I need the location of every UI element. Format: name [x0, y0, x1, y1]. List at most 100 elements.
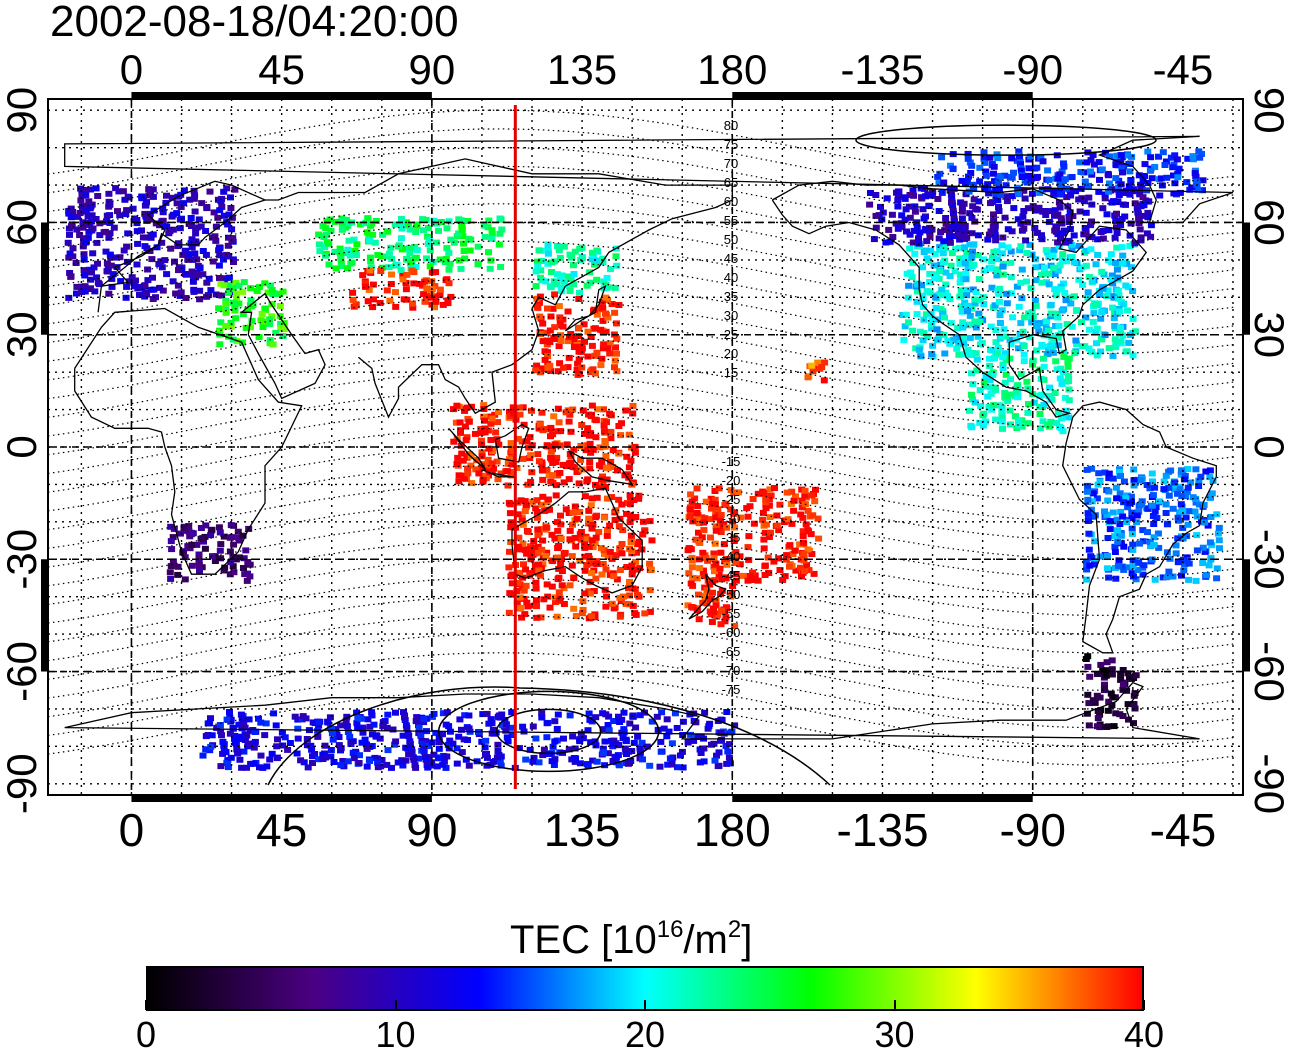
tec-cell	[217, 541, 225, 548]
tec-cell	[574, 360, 582, 367]
tec-cell	[821, 359, 829, 366]
tec-cell	[689, 574, 697, 581]
tec-cell	[761, 572, 769, 578]
tec-cell	[592, 714, 600, 721]
tec-cell	[1105, 698, 1113, 705]
tec-cell	[935, 235, 943, 242]
tec-cell	[508, 461, 516, 468]
tec-cell	[1113, 244, 1121, 251]
tec-cell	[966, 241, 974, 248]
tec-cell	[519, 574, 527, 581]
coastlines	[64, 135, 1234, 740]
tec-cell	[1099, 235, 1107, 242]
tec-cell	[630, 514, 638, 521]
tec-cell	[532, 268, 540, 275]
tec-cell	[657, 748, 665, 755]
tec-cell	[615, 761, 623, 768]
tec-cell	[1103, 724, 1111, 730]
tec-cell	[600, 406, 607, 413]
tec-cell	[1112, 259, 1120, 266]
tec-cell	[316, 248, 324, 255]
tec-cell	[93, 239, 101, 246]
tec-cell	[189, 278, 197, 285]
tec-cell	[1135, 220, 1143, 227]
tec-cell	[1160, 486, 1168, 493]
tec-cell	[143, 234, 150, 241]
tec-cell	[457, 265, 465, 272]
tec-cell	[506, 510, 514, 517]
tec-cell	[972, 350, 980, 357]
tec-cell	[482, 737, 490, 744]
tec-cell	[585, 507, 593, 514]
tec-cell	[648, 537, 656, 544]
tec-cell	[215, 262, 223, 269]
tec-cell	[1113, 230, 1121, 236]
tec-cell	[1093, 352, 1101, 359]
tec-cell	[251, 729, 259, 735]
tec-cell	[569, 406, 577, 413]
tec-cell	[544, 593, 552, 600]
tec-cell	[1004, 397, 1012, 404]
tec-cell	[234, 750, 242, 757]
tec-cell	[1050, 247, 1058, 253]
tec-cell	[185, 528, 193, 535]
map-frame	[41, 92, 1250, 802]
tec-cell	[979, 256, 987, 263]
tec-cell	[1160, 478, 1168, 485]
tec-cell	[702, 555, 710, 562]
tec-cell	[959, 335, 967, 342]
tec-cell	[626, 501, 634, 508]
tec-cell	[695, 529, 702, 536]
tec-cell	[966, 321, 974, 328]
tec-cell	[553, 613, 561, 620]
tec-cell	[607, 428, 615, 435]
tec-cell	[136, 291, 143, 298]
tec-cell	[1056, 183, 1064, 189]
tec-cell	[1127, 220, 1135, 227]
tec-cell	[569, 463, 577, 470]
tec-cell	[1077, 169, 1085, 175]
tec-cell	[801, 568, 808, 575]
tec-cell	[1163, 574, 1171, 581]
tec-cell	[600, 514, 608, 521]
tec-cell	[1000, 326, 1008, 333]
tec-cell	[544, 353, 552, 360]
tec-cell	[575, 333, 583, 340]
tec-cell	[389, 726, 397, 733]
tec-cell	[539, 752, 547, 759]
tec-cell	[1172, 542, 1180, 549]
tec-cell	[920, 330, 928, 337]
tec-cell	[590, 588, 598, 594]
tec-cell	[86, 205, 94, 212]
tec-cell	[363, 763, 371, 770]
tec-cell	[961, 228, 969, 235]
tec-cell	[1028, 319, 1036, 326]
tec-cell	[303, 742, 311, 749]
tec-cell	[632, 724, 640, 731]
tec-cell	[366, 267, 374, 274]
tec-cell	[212, 291, 220, 298]
tec-cell	[1052, 358, 1060, 365]
tec-cell	[528, 469, 536, 476]
tec-cell	[78, 289, 85, 295]
tec-cell	[1150, 521, 1158, 527]
tec-cell	[376, 735, 384, 742]
tec-cell	[1093, 723, 1101, 730]
tec-cell	[1096, 711, 1104, 718]
tec-cell	[1151, 576, 1159, 583]
tec-cell	[964, 155, 972, 162]
tec-cell	[627, 532, 635, 539]
tec-cell	[789, 551, 797, 557]
tec-cell	[804, 546, 812, 553]
tec-cell	[1181, 472, 1189, 479]
tec-cell	[513, 599, 521, 606]
tec-cell	[1043, 421, 1051, 428]
tec-cell	[216, 529, 224, 536]
tec-cell	[636, 749, 644, 756]
tec-cell	[960, 200, 968, 207]
tec-cell	[1204, 522, 1212, 529]
tec-cell	[188, 244, 196, 251]
tec-cell	[1149, 513, 1157, 519]
tec-cell	[1014, 382, 1022, 389]
tec-cell	[1058, 380, 1066, 387]
